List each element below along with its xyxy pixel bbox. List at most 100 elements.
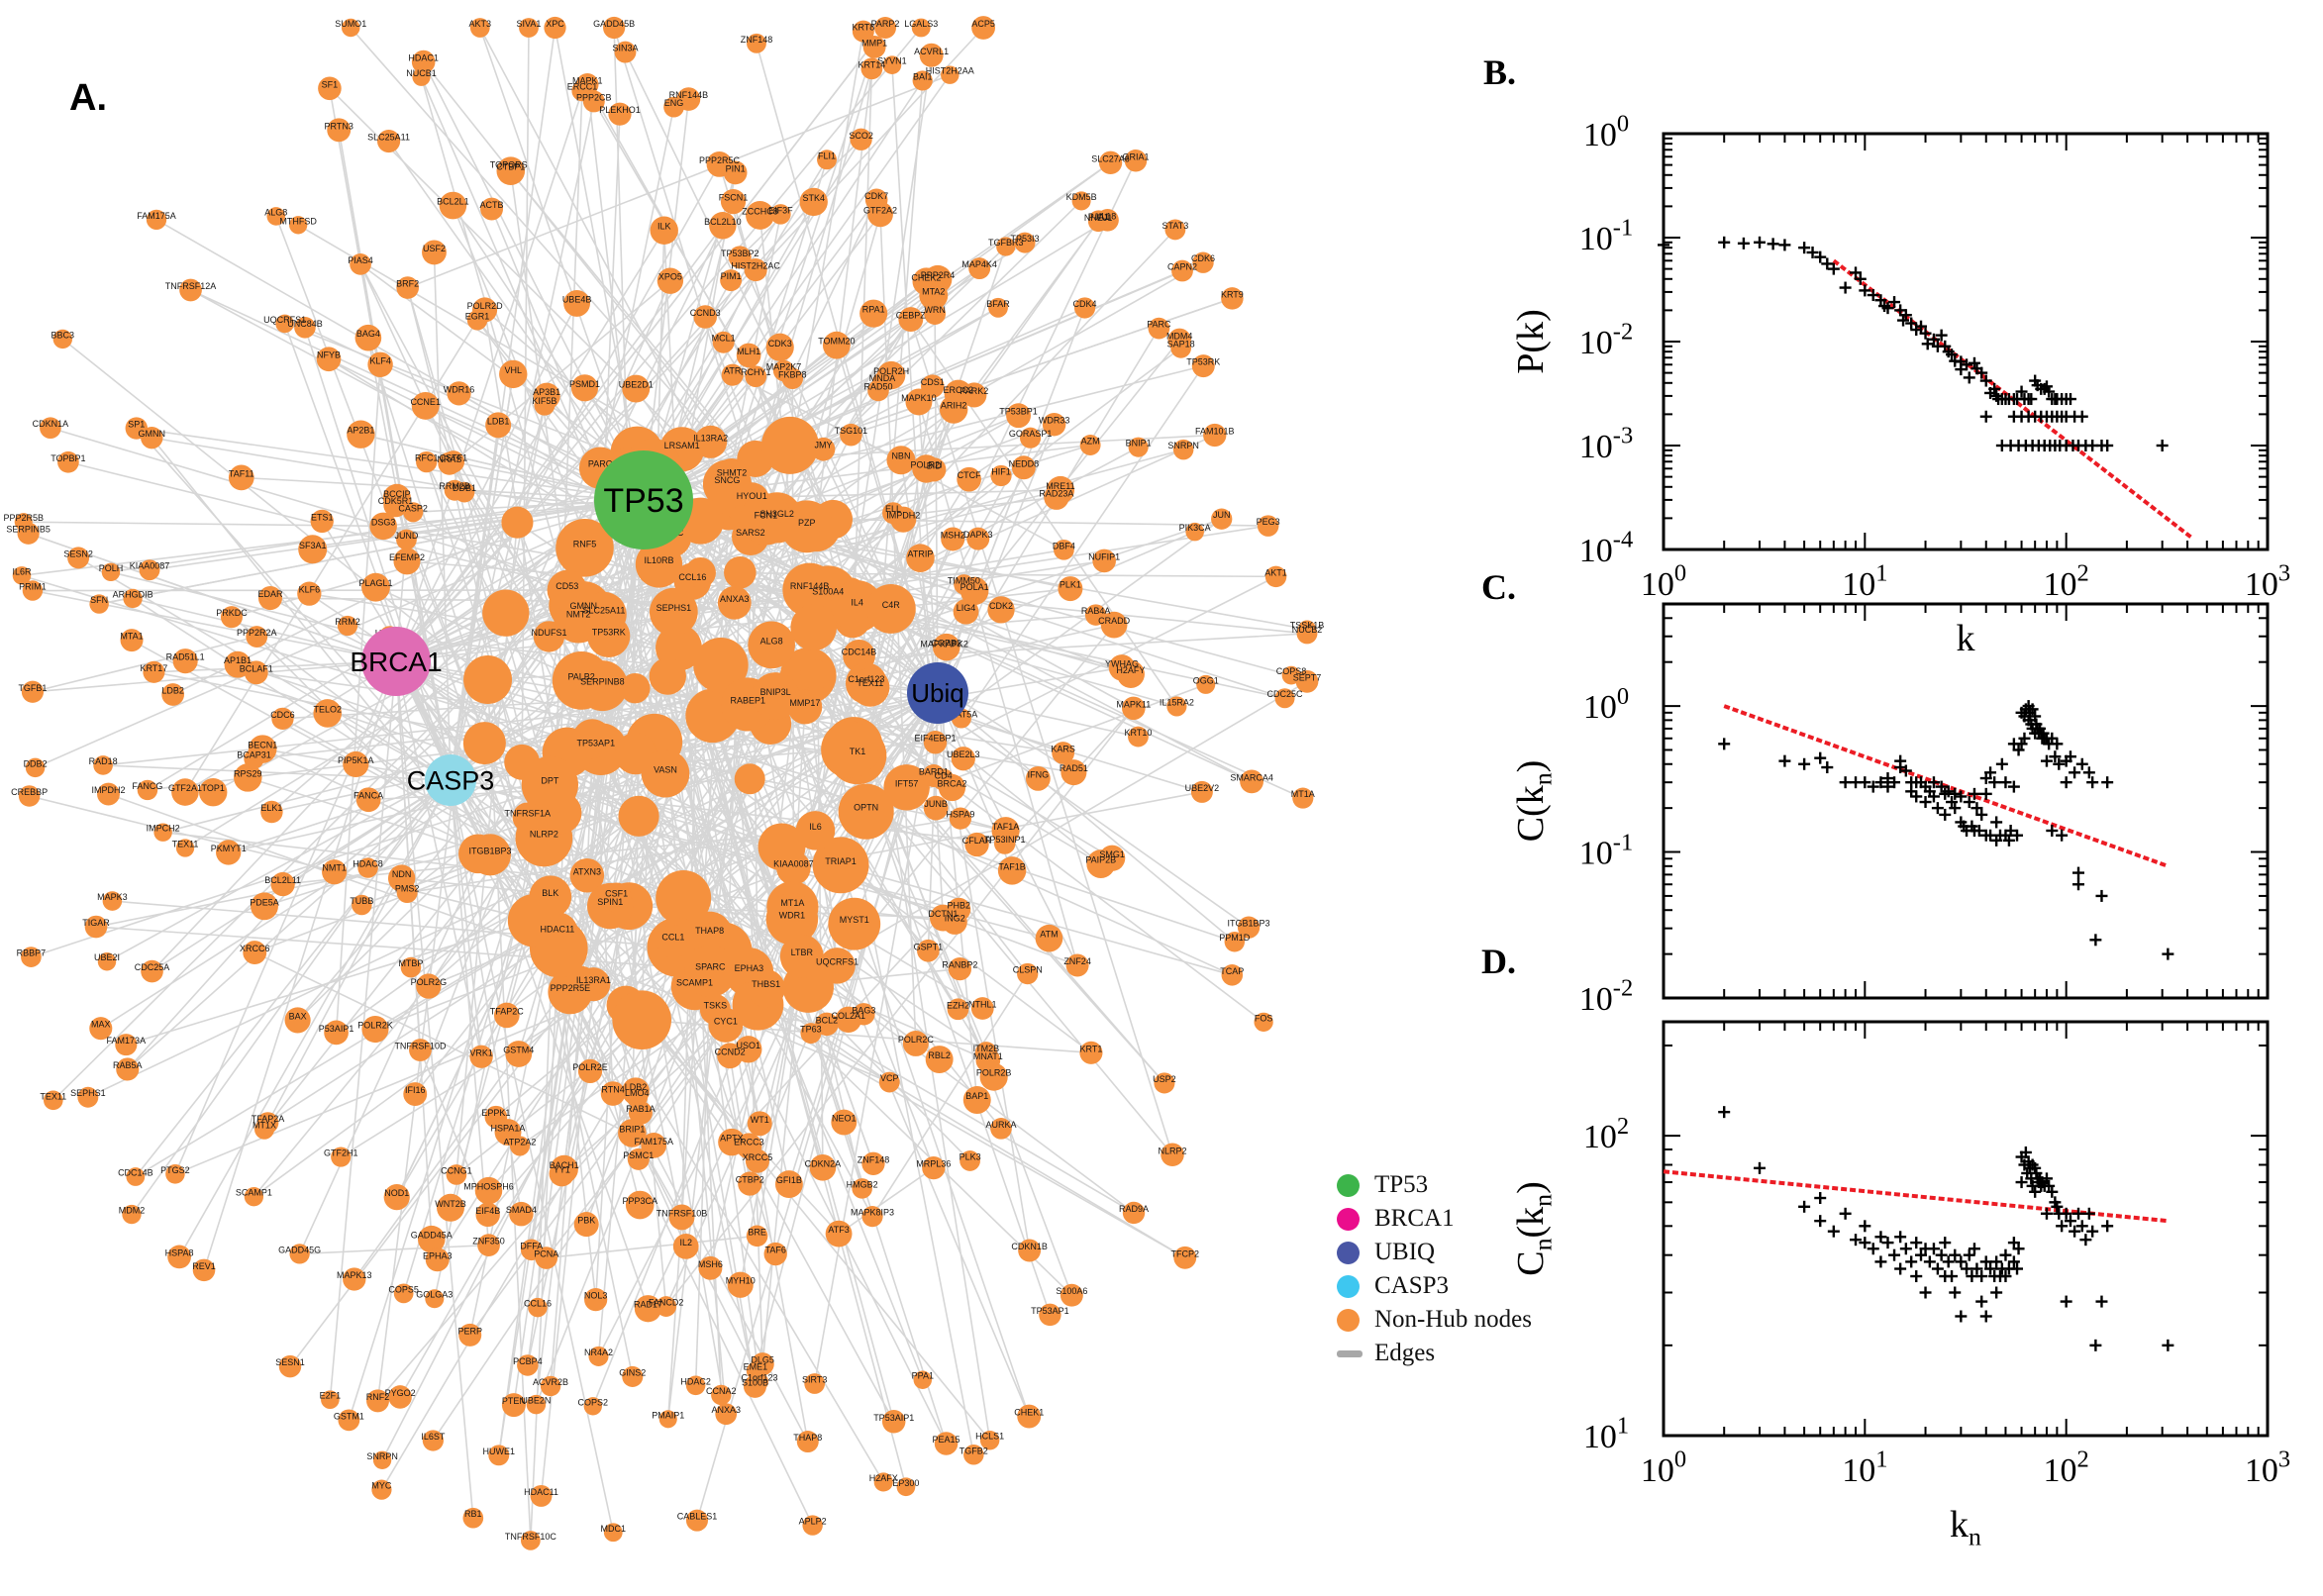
svg-text:RAD23A: RAD23A: [1039, 488, 1073, 498]
svg-text:USO1: USO1: [737, 1041, 761, 1050]
svg-text:STAT3: STAT3: [1162, 221, 1189, 231]
svg-text:WNT2B: WNT2B: [435, 1199, 466, 1209]
svg-text:CASP2: CASP2: [398, 503, 428, 513]
svg-text:PALB2: PALB2: [567, 671, 594, 681]
svg-text:RRM2: RRM2: [335, 617, 360, 627]
svg-text:JUN: JUN: [1213, 510, 1231, 520]
svg-text:TIMM50: TIMM50: [948, 575, 980, 585]
svg-text:MAPK10: MAPK10: [901, 393, 937, 403]
svg-text:TAF1A: TAF1A: [992, 822, 1019, 832]
svg-text:XPO5: XPO5: [658, 272, 682, 282]
svg-text:USP2: USP2: [1153, 1074, 1176, 1084]
svg-text:NEO1: NEO1: [832, 1114, 857, 1124]
svg-text:ATXN3: ATXN3: [573, 866, 601, 876]
svg-text:POLR2I: POLR2I: [910, 459, 942, 469]
svg-text:kn: kn: [1950, 1504, 1981, 1550]
svg-text:TEX11: TEX11: [172, 840, 199, 849]
svg-text:TAF11: TAF11: [229, 468, 254, 478]
svg-text:C1orf123: C1orf123: [742, 1373, 778, 1383]
svg-text:101: 101: [1842, 560, 1887, 603]
svg-text:IL18: IL18: [1099, 211, 1117, 221]
svg-text:CAPN2: CAPN2: [1167, 262, 1197, 272]
svg-text:USF2: USF2: [423, 244, 446, 253]
svg-text:DDB2: DDB2: [24, 758, 48, 768]
svg-text:GINS2: GINS2: [619, 1367, 646, 1377]
svg-text:FAM175A: FAM175A: [634, 1137, 673, 1147]
svg-text:LDB2: LDB2: [161, 686, 184, 696]
svg-text:MAP2K7: MAP2K7: [766, 361, 802, 371]
svg-text:SPARC: SPARC: [695, 962, 726, 972]
svg-text:DDB1: DDB1: [453, 483, 476, 493]
svg-text:YY1: YY1: [554, 1165, 570, 1175]
chart-frame: [1662, 602, 2270, 1000]
svg-text:ELL: ELL: [885, 504, 901, 514]
legend-item-tp53: TP53: [1337, 1168, 1654, 1202]
svg-text:TAF1B: TAF1B: [998, 861, 1025, 871]
svg-text:CDC25C: CDC25C: [1267, 689, 1304, 699]
svg-text:MNAT1: MNAT1: [973, 1051, 1003, 1061]
svg-text:HIST2H2AA: HIST2H2AA: [926, 66, 974, 76]
svg-text:APLP2: APLP2: [799, 1517, 827, 1527]
svg-text:VASN: VASN: [654, 764, 677, 774]
svg-text:103: 103: [2245, 560, 2290, 603]
svg-text:GRIA1: GRIA1: [1122, 151, 1149, 161]
svg-text:HMGB2: HMGB2: [847, 1179, 878, 1189]
svg-text:102: 102: [2044, 1446, 2089, 1489]
svg-text:UQCRFS1: UQCRFS1: [816, 956, 858, 966]
network-legend: TP53 BRCA1 UBIQ CASP3 Non-Hub nodes Edges: [1337, 1168, 1654, 1370]
svg-text:EPPK1: EPPK1: [481, 1108, 510, 1118]
svg-text:UBE2L3: UBE2L3: [947, 749, 980, 759]
svg-text:ING2: ING2: [945, 913, 965, 923]
svg-text:DAPK3: DAPK3: [963, 530, 993, 540]
svg-text:S100A4: S100A4: [812, 586, 844, 596]
svg-text:MSH2: MSH2: [941, 530, 965, 540]
svg-text:S100B: S100B: [742, 1377, 768, 1387]
svg-text:SF3A1: SF3A1: [299, 541, 327, 550]
svg-text:PPM1D: PPM1D: [1219, 933, 1251, 943]
svg-text:CDC25A: CDC25A: [135, 962, 170, 972]
svg-text:KDM5B: KDM5B: [1066, 192, 1097, 202]
svg-text:WRN: WRN: [924, 305, 946, 315]
svg-text:BCCIP: BCCIP: [383, 489, 411, 499]
svg-text:GORASP1: GORASP1: [1009, 429, 1053, 439]
svg-text:HDAC2: HDAC2: [680, 1376, 711, 1386]
svg-text:THAP8: THAP8: [793, 1433, 822, 1443]
svg-text:OGG1: OGG1: [1193, 675, 1219, 685]
svg-text:UNC84B: UNC84B: [287, 319, 323, 329]
svg-text:ARHGDIB: ARHGDIB: [113, 589, 153, 599]
svg-text:PDE5A: PDE5A: [250, 897, 279, 907]
svg-text:TOP1: TOP1: [202, 783, 225, 793]
svg-text:RPS29: RPS29: [234, 768, 262, 778]
svg-text:PPA1: PPA1: [912, 1371, 934, 1381]
svg-text:UBE2N: UBE2N: [521, 1396, 551, 1406]
svg-text:GOLGA3: GOLGA3: [416, 1290, 453, 1300]
svg-text:MYH10: MYH10: [726, 1276, 756, 1286]
svg-text:LTBR: LTBR: [791, 948, 814, 957]
legend-swatch-icon: [1337, 1308, 1360, 1332]
svg-text:EZH2: EZH2: [947, 1000, 969, 1010]
legend-item-label: Non-Hub nodes: [1374, 1306, 1533, 1333]
svg-text:POLH: POLH: [99, 563, 124, 573]
svg-text:TK1: TK1: [850, 747, 866, 756]
svg-text:NOD1: NOD1: [384, 1188, 409, 1198]
legend-swatch-icon: [1337, 1173, 1360, 1197]
svg-text:CTBP1: CTBP1: [496, 162, 525, 172]
svg-text:LGALS3: LGALS3: [904, 19, 938, 29]
svg-text:ERCC1: ERCC1: [567, 82, 598, 92]
svg-text:TP53BP2: TP53BP2: [721, 249, 759, 258]
svg-text:JUNB: JUNB: [924, 799, 948, 809]
legend-item-non-hub-nodes: Non-Hub nodes: [1337, 1303, 1654, 1337]
svg-text:BECN1: BECN1: [248, 741, 277, 750]
svg-text:FANCD2: FANCD2: [649, 1298, 684, 1308]
svg-text:HUWE1: HUWE1: [482, 1446, 515, 1456]
svg-text:101: 101: [1583, 1413, 1629, 1455]
svg-text:XPC: XPC: [546, 19, 564, 29]
svg-text:TFAP2C: TFAP2C: [490, 1006, 525, 1016]
svg-text:NFYB: NFYB: [317, 350, 341, 360]
svg-text:TP53: TP53: [603, 482, 683, 520]
svg-text:KRT9: KRT9: [1221, 289, 1244, 299]
svg-text:10-1: 10-1: [1579, 829, 1633, 871]
svg-text:NOL3: NOL3: [584, 1291, 608, 1301]
svg-text:ZNF148: ZNF148: [858, 1154, 890, 1164]
svg-text:JMY: JMY: [815, 441, 833, 450]
